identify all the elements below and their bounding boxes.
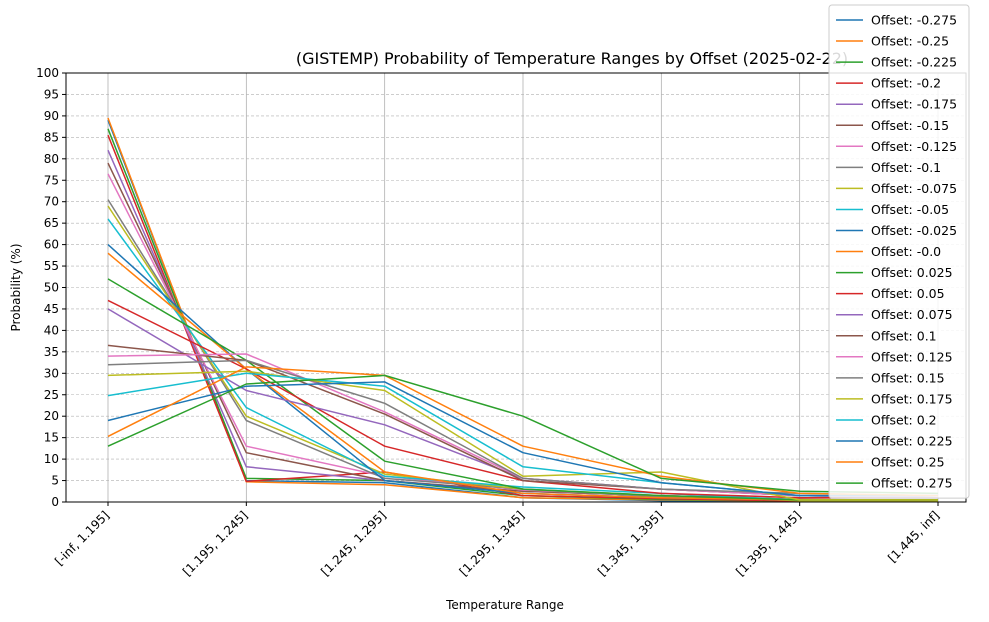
x-tick-label: [-inf, 1.195]	[52, 508, 112, 568]
series-line	[107, 374, 939, 495]
y-tick-label: 60	[44, 238, 59, 252]
legend-label: Offset: 0.275	[871, 476, 953, 491]
chart-title: (GISTEMP) Probability of Temperature Ran…	[296, 49, 848, 68]
legend-label: Offset: -0.2	[871, 76, 941, 91]
y-tick-label: 5	[51, 474, 59, 488]
legend-label: Offset: 0.15	[871, 370, 945, 385]
series-line	[107, 366, 939, 497]
y-tick-label: 100	[36, 66, 59, 80]
legend-label: Offset: 0.2	[871, 412, 937, 427]
series-line	[107, 381, 938, 497]
y-tick-label: 25	[44, 388, 59, 402]
x-tick-label: [1.245, 1.295]	[318, 508, 389, 579]
y-tick-label: 0	[51, 495, 59, 509]
legend-box	[828, 4, 970, 499]
legend-label: Offset: -0.0	[871, 244, 941, 259]
legend-label: Offset: 0.05	[871, 286, 945, 301]
legend-label: Offset: -0.05	[871, 202, 949, 217]
y-tick-label: 55	[44, 259, 59, 273]
y-tick-label: 40	[44, 323, 59, 337]
x-axis-title: Temperature Range	[445, 598, 564, 612]
legend-label: Offset: -0.025	[871, 223, 957, 238]
y-tick-label: 35	[44, 345, 59, 359]
legend-label: Offset: -0.25	[871, 34, 949, 49]
y-axis: 0 5 10 15 20 25 30 35 40 45 50 55 60 65 70 75 80 85 90 95 10…	[36, 66, 66, 509]
legend-label: Offset: -0.175	[871, 97, 957, 112]
x-tick-label: [1.395, 1.445]	[733, 508, 804, 579]
legend-label: Offset: -0.075	[871, 181, 957, 196]
y-axis-title: Probability (%)	[9, 243, 23, 331]
legend-label: Offset: 0.1	[871, 328, 937, 343]
y-tick-label: 20	[44, 409, 59, 423]
legend-label: Offset: 0.125	[871, 349, 953, 364]
x-tick-label: [1.445, inf]	[885, 508, 942, 565]
y-tick-label: 80	[44, 152, 59, 166]
x-tick-label: [1.295, 1.345]	[457, 508, 528, 579]
legend-label: Offset: 0.225	[871, 434, 953, 449]
y-tick-label: 45	[44, 302, 59, 316]
legend-label: Offset: 0.075	[871, 307, 953, 322]
legend-label: Offset: 0.175	[871, 391, 953, 406]
x-tick-label: [1.345, 1.395]	[595, 508, 666, 579]
legend-label: Offset: -0.225	[871, 55, 957, 70]
legend-label: Offset: -0.15	[871, 118, 949, 133]
y-tick-label: 50	[44, 281, 59, 295]
x-tick-label: [1.195, 1.245]	[180, 508, 251, 579]
series-line	[107, 370, 938, 501]
y-tick-label: 85	[44, 130, 59, 144]
y-tick-label: 15	[44, 431, 59, 445]
legend: Offset: -0.275 Offset: -0.25 Offset: -0.22…	[828, 4, 970, 499]
y-tick-label: 65	[44, 216, 59, 230]
x-axis: [-inf, 1.195] [1.195, 1.245] [1.245, 1.295…	[52, 502, 942, 579]
grid-layer	[66, 72, 966, 503]
y-tick-label: 10	[44, 452, 59, 466]
y-tick-label: 70	[44, 195, 59, 209]
y-tick-label: 30	[44, 366, 59, 380]
legend-label: Offset: 0.025	[871, 265, 953, 280]
legend-label: Offset: -0.125	[871, 139, 957, 154]
y-tick-label: 95	[44, 87, 59, 101]
legend-label: Offset: -0.1	[871, 160, 941, 175]
y-tick-label: 90	[44, 109, 59, 123]
y-tick-label: 75	[44, 173, 59, 187]
legend-label: Offset: 0.25	[871, 455, 945, 470]
legend-label: Offset: -0.275	[871, 13, 957, 28]
